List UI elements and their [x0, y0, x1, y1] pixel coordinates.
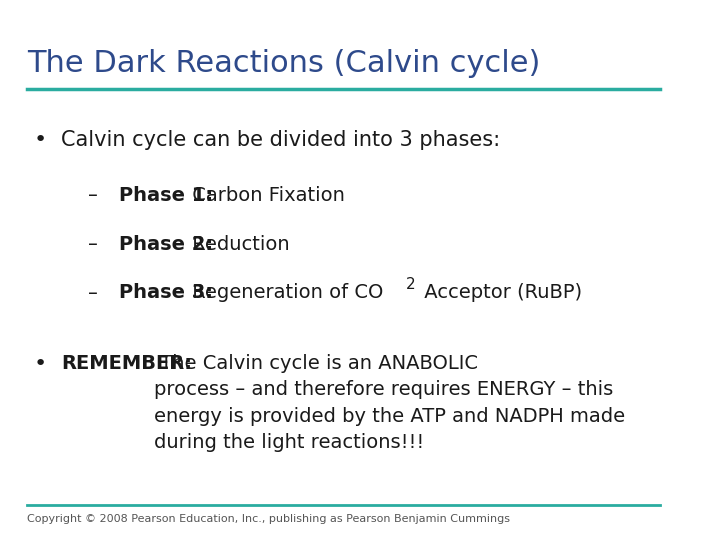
Text: –: –: [89, 284, 99, 302]
Text: Phase 3:: Phase 3:: [119, 284, 213, 302]
Text: Phase 2:: Phase 2:: [119, 235, 213, 254]
Text: Copyright © 2008 Pearson Education, Inc., publishing as Pearson Benjamin Cumming: Copyright © 2008 Pearson Education, Inc.…: [27, 514, 510, 524]
Text: The Calvin cycle is an ANABOLIC
process – and therefore requires ENERGY – this
e: The Calvin cycle is an ANABOLIC process …: [154, 354, 625, 452]
Text: REMEMBER:: REMEMBER:: [61, 354, 192, 373]
Text: •: •: [34, 130, 48, 150]
Text: Acceptor (RuBP): Acceptor (RuBP): [418, 284, 582, 302]
Text: •: •: [34, 354, 48, 374]
Text: Calvin cycle can be divided into 3 phases:: Calvin cycle can be divided into 3 phase…: [61, 130, 500, 150]
Text: The Dark Reactions (Calvin cycle): The Dark Reactions (Calvin cycle): [27, 49, 541, 78]
Text: Reduction: Reduction: [186, 235, 289, 254]
Text: –: –: [89, 235, 99, 254]
Text: Carbon Fixation: Carbon Fixation: [186, 186, 345, 205]
Text: 2: 2: [406, 277, 415, 292]
Text: Regeneration of CO: Regeneration of CO: [186, 284, 383, 302]
Text: –: –: [89, 186, 99, 205]
Text: Phase 1:: Phase 1:: [119, 186, 213, 205]
